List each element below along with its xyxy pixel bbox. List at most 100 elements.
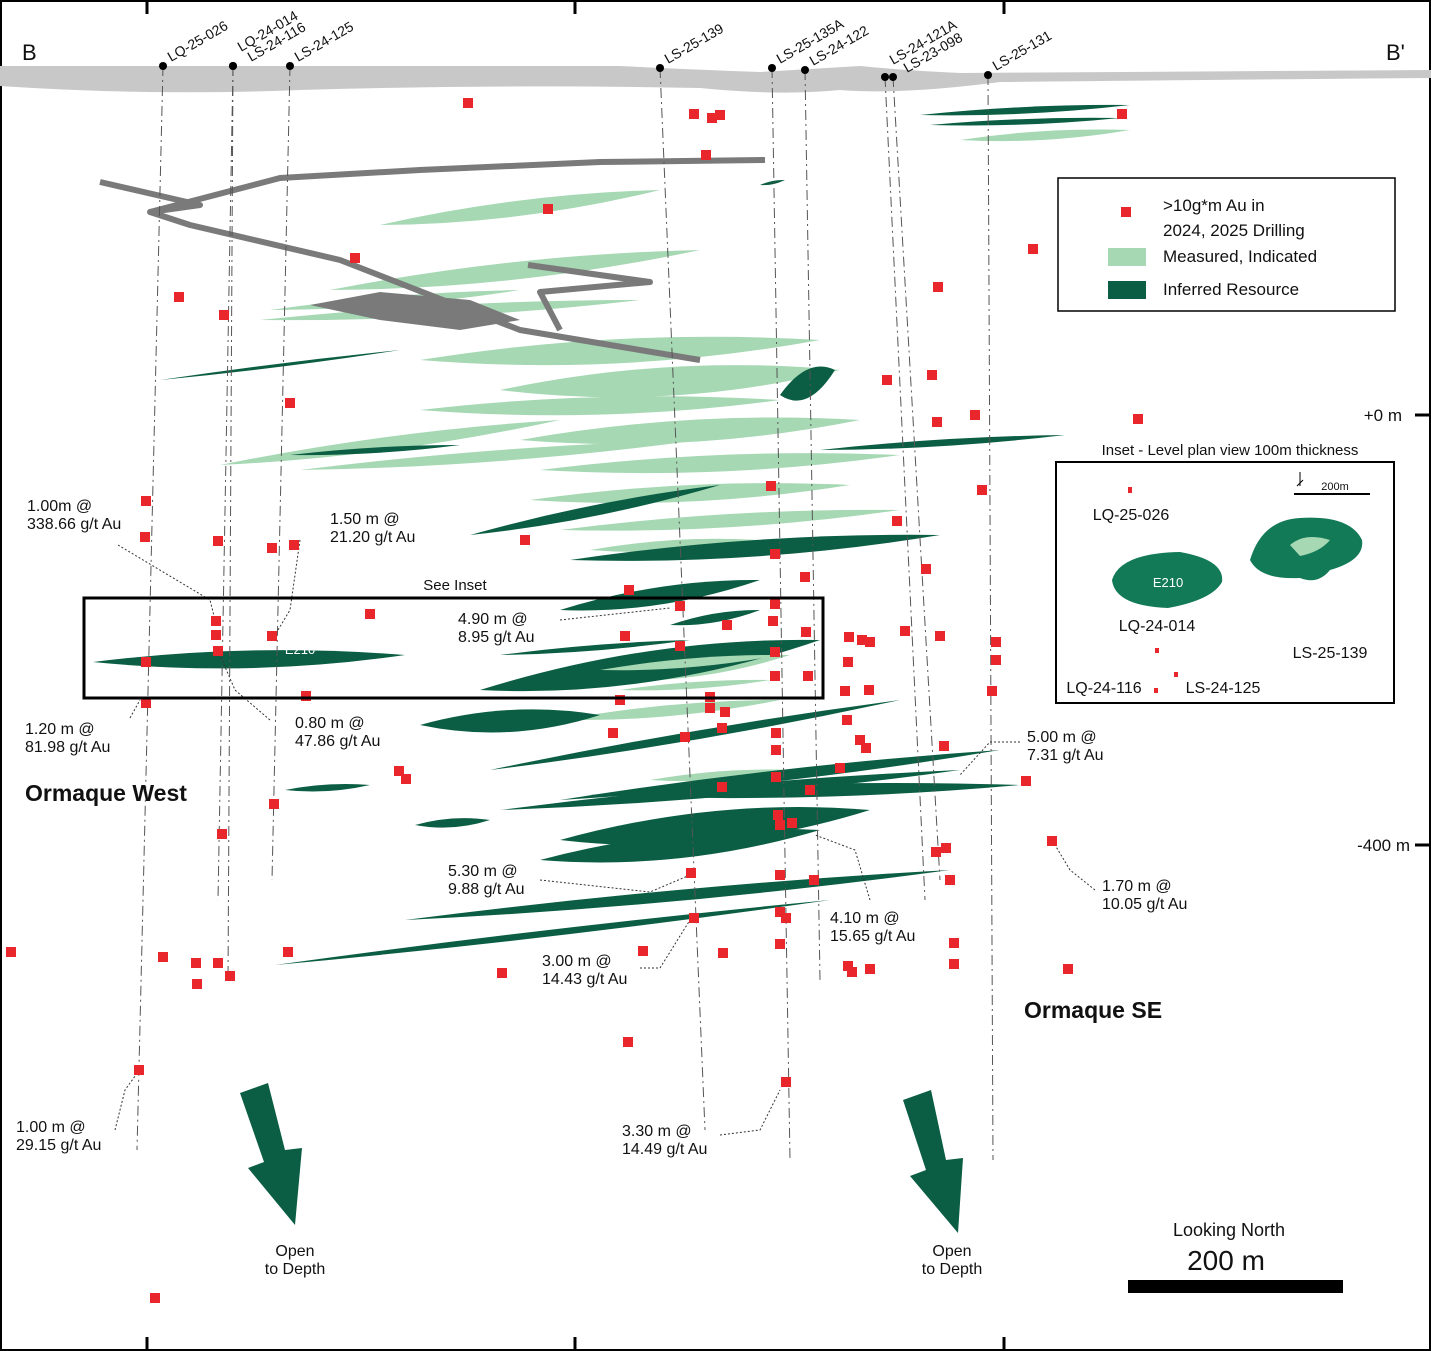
ramp [99,179,701,363]
zone-name: Ormaque SE [1024,997,1162,1023]
resource-lens [670,609,760,626]
intercept-label: 1.20 m @ [25,721,95,738]
assay-marker [686,868,696,878]
assay-marker [289,540,299,550]
assay-marker [861,743,871,753]
intercept-label: 10.05 g/t Au [1102,896,1187,913]
leader [640,919,691,969]
assay-marker [843,961,853,971]
intercept-label: 1.00m @ [27,498,92,515]
leader [539,874,691,893]
assay-marker [497,968,507,978]
assay-marker [701,150,711,160]
resource-lens [490,700,900,770]
arrow [240,1083,302,1225]
intercept-label: 1.70 m @ [1102,878,1172,895]
assay-marker [775,939,785,949]
resource-lens [420,396,780,416]
assay-marker [945,875,955,885]
arrow [903,1090,963,1233]
resource-lens [470,485,720,535]
resource-lens [780,366,835,401]
north-arrow [1296,472,1304,487]
intercept-label: 4.90 m @ [458,611,528,628]
assay-marker [141,496,151,506]
assay-marker [941,843,951,853]
assay-marker [158,952,168,962]
collar [159,62,167,70]
intercept-label: 3.30 m @ [622,1123,692,1140]
assay-marker [718,948,728,958]
assay-marker [1021,776,1031,786]
inset-zone-label: E210 [1153,575,1183,590]
assay-marker [803,671,813,681]
assay-marker [520,535,530,545]
inset-title: Inset - Level plan view 100m thickness [1102,442,1359,459]
assay-marker [801,627,811,637]
topography [0,66,1431,93]
assay-marker [781,1077,791,1087]
assay-marker [970,410,980,420]
assay-marker [766,481,776,491]
assay-marker [843,657,853,667]
resource-lens [560,509,900,531]
assay-marker [6,947,16,957]
resource-lens [330,250,700,290]
assay-marker [211,630,221,640]
assay-marker [140,532,150,542]
resource-lens [500,640,690,655]
assay-marker [543,204,553,214]
collar [801,66,809,74]
assay-marker [620,631,630,641]
ticks [145,0,1431,1351]
assay-marker [675,601,685,611]
assay-marker [689,913,699,923]
collar [656,64,664,72]
collar [286,62,294,70]
assay-marker [717,723,727,733]
legend-label: >10g*m Au in [1163,196,1265,215]
intercept-label: 4.10 m @ [830,910,900,927]
assay-marker [1047,836,1057,846]
assay-marker [150,1293,160,1303]
assay-marker [211,616,221,626]
assay-marker [213,958,223,968]
workings [99,157,766,363]
assay-marker [900,626,910,636]
assay-marker [213,646,223,656]
assay-marker [927,370,937,380]
assay-marker [1133,414,1143,424]
assay-marker [935,631,945,641]
drift [149,157,766,215]
resource-lens [930,117,1120,126]
drill-trace [987,74,994,1161]
intercept-label: 47.86 g/t Au [295,733,380,750]
assay-marker [857,635,867,645]
leader [559,607,671,621]
resource-lens [520,417,860,445]
drill-trace [804,69,821,981]
assay-marker [892,516,902,526]
scale-length: 200 m [1187,1245,1265,1276]
leader [117,544,216,621]
resource-lens [540,453,900,474]
assay-marker [680,732,690,742]
resource-lens [620,679,770,691]
assay-marker [864,685,874,695]
drill-trace [217,65,234,901]
assay-marker [1063,964,1073,974]
collar [768,64,776,72]
intercept-label: 3.00 m @ [542,953,612,970]
assay-marker [775,870,785,880]
legend-label: Inferred Resource [1163,280,1299,299]
legend-swatch [1121,207,1131,217]
collar [889,73,897,81]
drift [527,262,653,332]
assay-marker [269,799,279,809]
resource-lens [500,770,960,810]
inset-zone [1290,536,1330,556]
assay-marker [787,818,797,828]
section-end: B' [1386,40,1405,65]
inset-hole [1154,688,1158,693]
zone-name: Ormaque West [25,780,187,806]
